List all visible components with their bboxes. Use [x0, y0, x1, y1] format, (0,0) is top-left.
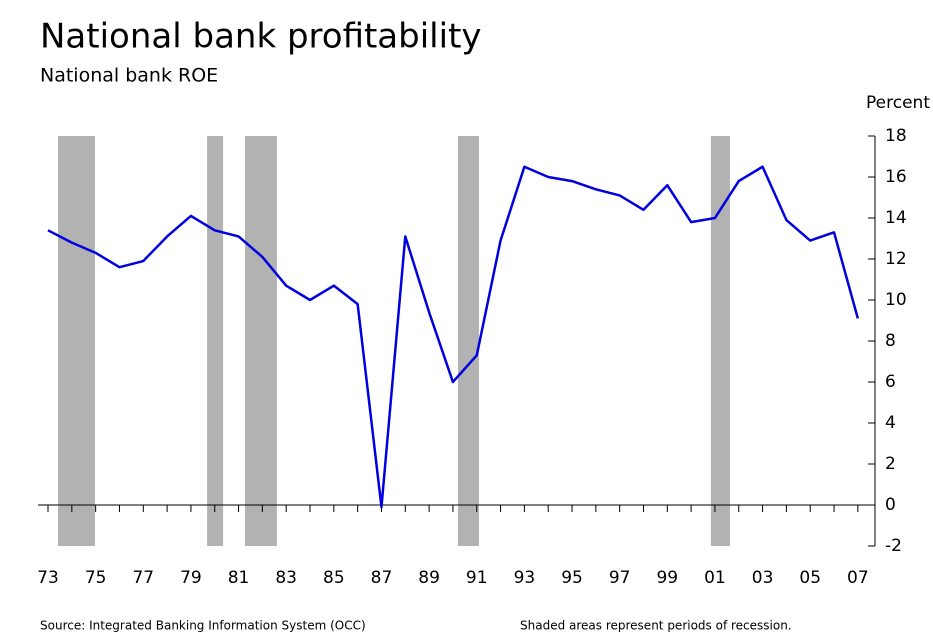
- y-axis-label: Percent: [866, 93, 930, 113]
- chart-subtitle: National bank ROE: [40, 65, 218, 87]
- y-tick-label: 8: [885, 331, 896, 351]
- note: Shaded areas represent periods of recess…: [520, 619, 792, 633]
- y-tick-label: 14: [885, 208, 907, 228]
- x-tick-label: 01: [704, 568, 726, 588]
- x-tick-label: 97: [609, 568, 631, 588]
- y-tick-label: 0: [885, 495, 896, 515]
- recession-band: [244, 136, 277, 546]
- y-tick-label: -2: [885, 536, 902, 556]
- recession-band: [207, 136, 224, 546]
- x-tick-label: 85: [323, 568, 345, 588]
- x-tick-label: 77: [132, 568, 154, 588]
- x-tick-label: 95: [561, 568, 583, 588]
- chart-title: National bank profitability: [40, 17, 482, 57]
- y-tick-label: 2: [885, 454, 896, 474]
- series-line: [47, 165, 860, 509]
- x-tick-label: 91: [466, 568, 488, 588]
- x-tick-label: 07: [847, 568, 869, 588]
- x-tick-label: 73: [37, 568, 59, 588]
- x-tick-label: 83: [275, 568, 297, 588]
- source: Source: Integrated Banking Information S…: [40, 619, 366, 633]
- y-tick-label: 12: [885, 249, 907, 269]
- recession-band: [58, 136, 95, 546]
- x-tick-label: 89: [418, 568, 440, 588]
- y-tick-label: 16: [885, 167, 907, 187]
- y-tick-label: 18: [885, 126, 907, 146]
- x-tick-label: 03: [752, 568, 774, 588]
- x-tick-label: 79: [180, 568, 202, 588]
- x-tick-label: 75: [85, 568, 107, 588]
- x-tick-label: 05: [799, 568, 821, 588]
- x-tick-label: 81: [228, 568, 250, 588]
- x-tick-label: 99: [656, 568, 678, 588]
- recession-band: [710, 136, 730, 546]
- x-tick-label: 87: [371, 568, 393, 588]
- recession-band: [457, 136, 479, 546]
- y-tick-label: 10: [885, 290, 907, 310]
- x-tick-label: 93: [514, 568, 536, 588]
- y-tick-label: 4: [885, 413, 896, 433]
- y-tick-label: 6: [885, 372, 896, 392]
